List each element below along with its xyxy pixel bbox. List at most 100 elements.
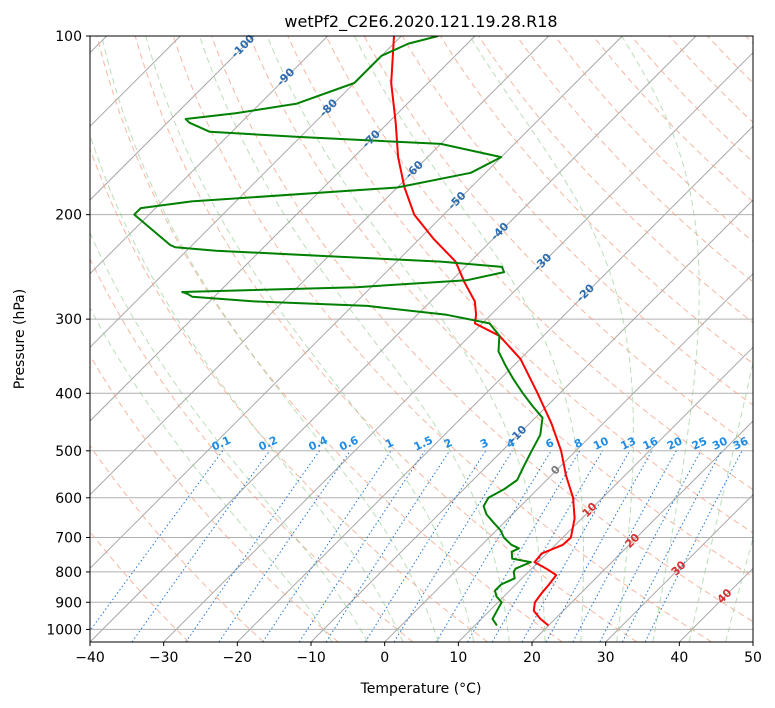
series-layer	[133, 36, 576, 627]
isotherm-line	[90, 36, 623, 570]
dry-adiabat-line	[90, 530, 190, 642]
isotherm-label: 0	[548, 463, 563, 478]
x-tick-label: −10	[296, 650, 326, 666]
tick-layer: −40 −30 −20 −10 0 10 20 30 40 5010020030040050060…	[46, 29, 762, 666]
dry-adiabat-line	[90, 444, 264, 642]
y-tick-label: 500	[55, 444, 82, 460]
dry-adiabat-line	[134, 36, 638, 642]
x-tick-label: 10	[449, 650, 467, 666]
moist-adiabat-line	[469, 36, 634, 642]
dry-adiabat-line	[90, 147, 488, 642]
isotherm-line	[90, 36, 697, 642]
mixing-ratio-line	[572, 450, 677, 642]
mixing-ratio-line	[364, 450, 487, 642]
mixing-ratio-line	[325, 450, 451, 642]
mixing-ratio-label: 3	[478, 436, 490, 451]
mixing-ratio-label: 25	[690, 435, 709, 453]
moist-adiabat-line	[266, 36, 546, 642]
dry-adiabat-line	[172, 36, 712, 642]
dry-adiabat-line	[516, 36, 753, 283]
isotherm-line	[752, 641, 753, 642]
plot-frame	[89, 35, 754, 643]
y-tick-label: 200	[55, 208, 82, 224]
dry-adiabat-line	[669, 36, 753, 124]
isotherm-line	[605, 493, 753, 642]
dry-adiabat-line	[363, 36, 753, 448]
mixing-ratio-line	[467, 450, 581, 642]
mixing-ratio-line	[521, 450, 631, 642]
grid-layer	[90, 36, 753, 642]
moist-adiabat-line	[199, 36, 510, 642]
dry-adiabat-line	[401, 36, 753, 406]
chart-title: wetPf2_C2E6.2020.121.19.28.R18	[284, 12, 557, 32]
isotherm-line	[531, 420, 753, 642]
mixing-ratio-line	[545, 450, 653, 642]
isotherm-label: -20	[574, 281, 597, 304]
temperature-profile-line	[390, 36, 576, 627]
mixing-ratio-line	[393, 450, 513, 642]
y-axis-label: Pressure (hPa)	[12, 289, 28, 389]
isotherm-line	[678, 567, 753, 642]
mixing-ratio-line	[90, 450, 224, 632]
mixing-ratio-label: 16	[641, 434, 661, 452]
label-layer: 0.1 0.2 0.4 0.6 1 1.5 2 3 4 6 8 10 13 16 20 25 30 36-100-…	[210, 32, 751, 606]
mixing-ratio-line	[131, 450, 271, 642]
mixing-ratio-label: 36	[731, 434, 751, 452]
isotherm-line	[90, 36, 329, 275]
moist-adiabat-line	[725, 536, 753, 642]
isotherm-line	[90, 36, 550, 496]
mixing-ratio-label: 20	[665, 434, 685, 452]
dry-adiabat-line	[630, 36, 753, 163]
moist-adiabat-line	[90, 231, 369, 642]
dry-adiabat-line	[478, 36, 753, 324]
mixing-ratio-label: 2	[442, 436, 454, 451]
y-tick-label: 100	[55, 29, 82, 45]
moist-adiabat-line	[354, 36, 584, 642]
isotherm-line	[236, 125, 753, 642]
x-tick-label: 20	[523, 650, 541, 666]
x-axis-label: Temperature (°C)	[360, 681, 482, 697]
dry-adiabat-line	[211, 36, 753, 623]
moist-adiabat-line	[621, 36, 700, 642]
mixing-ratio-line	[218, 450, 351, 642]
dry-adiabat-line	[90, 257, 414, 642]
isotherm-line	[90, 36, 476, 422]
isotherm-line	[90, 36, 255, 201]
dry-adiabat-line	[325, 36, 753, 491]
mixing-ratio-line	[435, 450, 552, 642]
mixing-ratio-line	[599, 450, 702, 642]
x-tick-label: −40	[75, 650, 105, 666]
x-tick-label: 30	[597, 650, 615, 666]
isotherm-line	[310, 199, 753, 642]
isotherm-line	[384, 272, 753, 642]
y-tick-label: 900	[55, 595, 82, 611]
isotherm-line	[457, 346, 753, 642]
dry-adiabat-line	[554, 36, 753, 243]
mixing-ratio-label: 6	[544, 436, 557, 451]
dry-adiabat-line	[707, 36, 753, 84]
mixing-ratio-line	[262, 450, 392, 642]
mixing-ratio-label: 30	[710, 434, 730, 452]
x-tick-label: −20	[223, 650, 253, 666]
dry-adiabat-line	[439, 36, 753, 365]
mixing-ratio-label: 10	[591, 434, 611, 452]
mixing-ratio-line	[185, 450, 321, 642]
moist-adiabat-line	[688, 360, 753, 642]
y-tick-label: 1000	[46, 622, 82, 638]
x-tick-label: 50	[744, 650, 762, 666]
mixing-ratio-label: 13	[619, 435, 638, 453]
isotherm-label: -90	[274, 65, 297, 88]
moist-adiabat-line	[145, 36, 475, 642]
y-tick-label: 300	[55, 312, 82, 328]
moist-adiabat-line	[101, 36, 439, 642]
dry-adiabat-line	[90, 354, 339, 642]
y-tick-label: 800	[55, 565, 82, 581]
y-tick-label: 700	[55, 531, 82, 547]
y-tick-label: 600	[55, 491, 82, 507]
x-tick-label: −30	[149, 650, 179, 666]
x-tick-label: 40	[670, 650, 688, 666]
isotherm-line	[163, 51, 753, 642]
dewpoint-profile-line	[133, 36, 544, 627]
x-tick-label: 0	[380, 650, 389, 666]
